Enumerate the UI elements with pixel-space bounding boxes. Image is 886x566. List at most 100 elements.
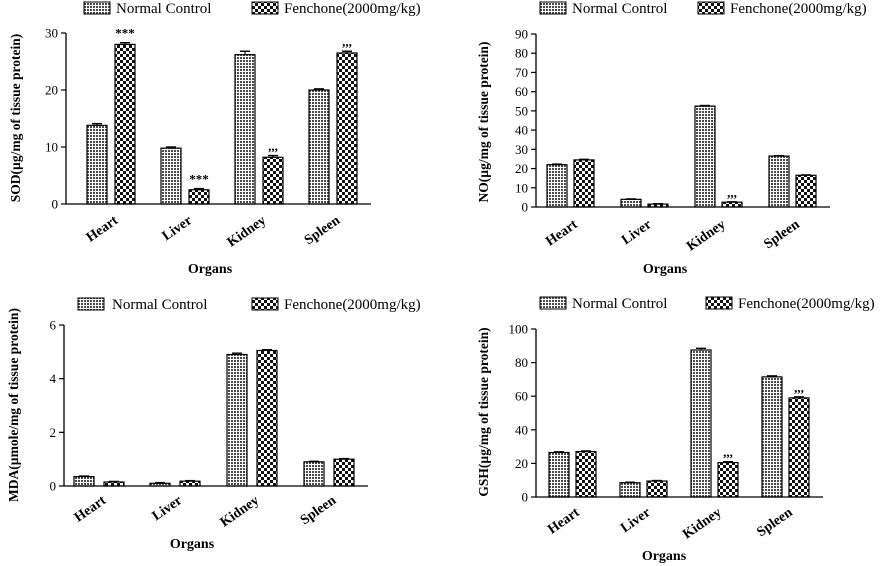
x-category-label-heart: Heart [545, 505, 583, 538]
bar-liver-fenchone [188, 189, 210, 205]
bar-heart-fenchone [114, 43, 136, 205]
y-tick-label: 50 [515, 103, 528, 118]
x-axis-label: Organs [170, 537, 215, 552]
chart-panel-no: Normal Control Fenchone(2000mg/kg) NO(µg… [476, 1, 867, 277]
y-tick-label: 0 [52, 197, 59, 212]
legend-swatch-fenchone [705, 296, 733, 310]
y-axis-label: NO(µg/mg of tissue protein) [476, 42, 491, 203]
bar-liver-normal-control [619, 482, 641, 498]
y-tick-label: 90 [515, 27, 528, 42]
y-axis-label: MDA(µmole/mg of tissue protein) [6, 308, 21, 502]
bar-liver-fenchone [179, 480, 201, 487]
significance-marker: ,,, [794, 380, 804, 395]
y-tick-label: 70 [515, 65, 528, 80]
x-axis-label: Organs [643, 262, 688, 277]
bar-heart-normal-control [546, 164, 568, 208]
legend-swatch-fenchone [251, 1, 279, 15]
bar-spleen-normal-control [761, 376, 783, 498]
legend: Normal Control Fenchone(2000mg/kg) [539, 296, 875, 312]
significance-marker: ,,, [268, 139, 278, 154]
y-tick-label: 2 [50, 425, 57, 440]
x-category-label-spleen: Spleen [298, 493, 339, 528]
legend-label-fenchone: Fenchone(2000mg/kg) [730, 1, 867, 17]
bar-kidney-normal-control [226, 353, 248, 487]
y-tick-label: 20 [515, 161, 528, 176]
bar-heart-normal-control [73, 476, 95, 487]
x-category-label-kidney: Kidney [218, 493, 262, 530]
x-category-label-spleen: Spleen [302, 213, 343, 248]
legend-swatch-fenchone [251, 297, 279, 311]
x-category-label-spleen: Spleen [761, 217, 802, 252]
x-category-label-liver: Liver [618, 505, 653, 536]
y-tick-label: 10 [45, 140, 58, 155]
x-axis-label: Organs [642, 549, 687, 564]
chart-panel-mda: Normal Control Fenchone(2000mg/kg) MDA(µ… [6, 297, 421, 552]
y-tick-label: 4 [50, 371, 57, 386]
legend-label-normal-control: Normal Control [572, 1, 667, 17]
legend: Normal Control Fenchone(2000mg/kg) [77, 297, 421, 313]
bar-kidney-fenchone [256, 349, 278, 487]
y-axis-label: SOD(µg/mg of tissue protein) [8, 34, 23, 202]
significance-marker: *** [189, 172, 209, 187]
bar-kidney-fenchone [717, 461, 739, 498]
x-category-label-kidney: Kidney [225, 213, 269, 250]
bar-kidney-normal-control [690, 349, 712, 498]
significance-marker: ,,, [727, 185, 737, 200]
significance-marker: *** [115, 26, 135, 41]
x-category-label-heart: Heart [72, 493, 110, 526]
x-category-label-kidney: Kidney [680, 505, 724, 542]
y-tick-label: 30 [45, 26, 58, 41]
legend-label-normal-control: Normal Control [572, 296, 667, 312]
bar-kidney-normal-control [694, 105, 716, 208]
bar-kidney-normal-control [234, 54, 256, 205]
bar-kidney-fenchone [721, 201, 743, 208]
legend-swatch-normal-control [539, 296, 567, 310]
y-axis-label: GSH(µg/mg of tissue protein) [476, 327, 491, 496]
x-category-label-spleen: Spleen [754, 505, 795, 540]
legend-label-normal-control: Normal Control [116, 1, 211, 17]
x-category-label-liver: Liver [160, 213, 195, 244]
bar-spleen-normal-control [308, 89, 330, 205]
legend: Normal Control Fenchone(2000mg/kg) [539, 1, 867, 17]
legend-label-normal-control: Normal Control [112, 297, 207, 313]
legend-swatch-normal-control [539, 1, 567, 15]
legend-swatch-normal-control [83, 1, 111, 15]
y-tick-label: 80 [515, 46, 528, 61]
y-tick-label: 100 [509, 322, 529, 337]
y-tick-label: 40 [515, 123, 528, 138]
bar-heart-normal-control [86, 124, 108, 205]
y-tick-label: 80 [515, 355, 528, 370]
bar-spleen-normal-control [768, 155, 790, 208]
y-tick-label: 60 [515, 84, 528, 99]
chart-panel-gsh: Normal Control Fenchone(2000mg/kg) GSH(µ… [476, 296, 875, 564]
x-axis-label: Organs [188, 262, 233, 277]
chart-panel-sod: Normal Control Fenchone(2000mg/kg) SOD(µ… [8, 1, 421, 277]
bar-liver-normal-control [620, 198, 642, 208]
x-category-label-heart: Heart [84, 213, 122, 246]
y-tick-label: 40 [515, 422, 528, 437]
x-category-label-kidney: Kidney [684, 217, 728, 254]
bar-kidney-fenchone [262, 156, 284, 205]
bar-heart-normal-control [548, 451, 570, 498]
y-tick-label: 20 [45, 83, 58, 98]
bar-spleen-fenchone [336, 52, 358, 205]
bar-liver-fenchone [646, 480, 668, 498]
bar-spleen-fenchone [333, 458, 355, 487]
legend-swatch-fenchone [697, 1, 725, 15]
bar-spleen-normal-control [303, 461, 325, 487]
y-tick-label: 6 [50, 318, 57, 333]
legend-label-fenchone: Fenchone(2000mg/kg) [284, 1, 421, 17]
y-tick-label: 30 [515, 142, 528, 157]
x-category-label-heart: Heart [543, 217, 581, 250]
x-category-label-liver: Liver [150, 493, 185, 524]
y-tick-label: 60 [515, 389, 528, 404]
legend-label-fenchone: Fenchone(2000mg/kg) [738, 296, 875, 312]
y-tick-label: 0 [50, 479, 57, 494]
legend: Normal Control Fenchone(2000mg/kg) [83, 1, 421, 17]
significance-marker: ,,, [723, 445, 733, 460]
bar-spleen-fenchone [788, 397, 810, 498]
x-category-label-liver: Liver [619, 217, 654, 248]
y-tick-label: 0 [522, 490, 529, 505]
bar-spleen-fenchone [795, 174, 817, 208]
